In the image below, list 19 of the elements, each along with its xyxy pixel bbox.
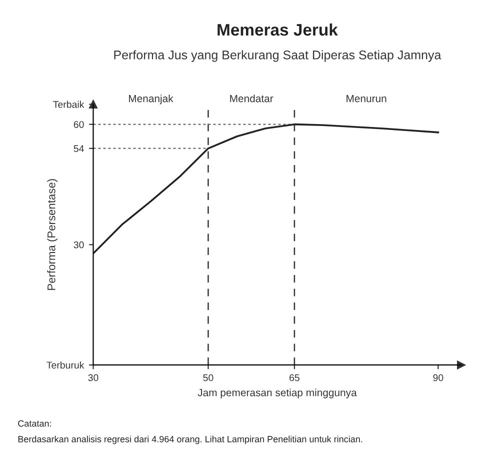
x-axis-title: Jam pemerasan setiap minggunya — [198, 388, 357, 398]
chart-title: Memeras Jeruk — [218, 23, 338, 36]
y-tick-label: 54 — [74, 145, 84, 152]
y-tick-label: 30 — [74, 241, 84, 248]
line-series — [93, 123, 440, 254]
x-tick-label: 90 — [433, 374, 444, 382]
x-tick-label: 50 — [203, 374, 214, 382]
y-tick-label: Terburuk — [46, 361, 84, 369]
x-tick-label: 65 — [290, 374, 300, 382]
y-tick-label: 60 — [74, 121, 84, 128]
text: Menanjak — [129, 94, 174, 104]
x-tick-label: 30 — [88, 374, 98, 382]
text: Menurun — [346, 94, 386, 102]
chart-subtitle: Performa Jus yang Berkurang Saat Diperas Setiap Jamnya — [114, 50, 442, 62]
text: Catatan: — [18, 420, 51, 427]
text: Mendatar — [230, 94, 274, 102]
text: Berdasarkan analisis regresi dari 4.964 orang. Lihat Lampiran Penelitian untuk rincian. — [18, 436, 362, 444]
y-axis-title: Performa (Persentase) — [47, 179, 58, 290]
y-tick-label: Terbaik — [53, 100, 84, 108]
